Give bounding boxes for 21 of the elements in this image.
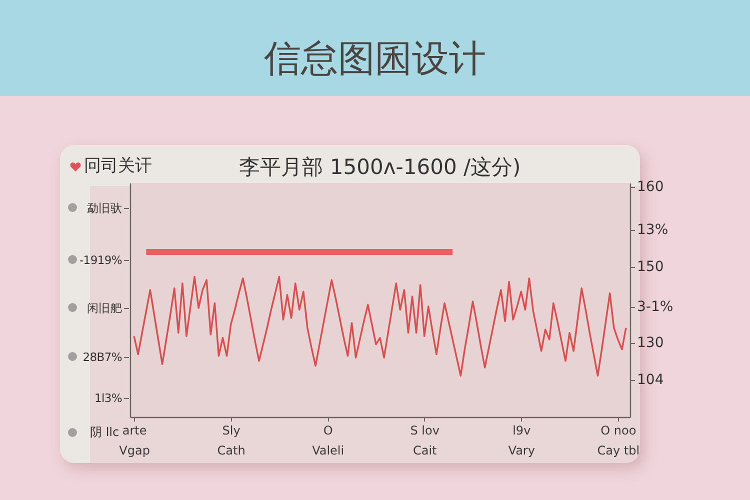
text: 3-1% bbox=[637, 298, 674, 316]
text: 13% bbox=[637, 221, 668, 239]
x-tick-label: O Valeli bbox=[312, 424, 344, 458]
text: 阴 llc bbox=[90, 424, 120, 440]
text: -1919% bbox=[79, 252, 122, 268]
x-tick-label: arte Vgap bbox=[119, 424, 150, 458]
x-tick-label: Sly Cath bbox=[217, 424, 246, 458]
text: 勐旧驮 bbox=[86, 200, 122, 216]
text: 150 bbox=[637, 258, 664, 276]
x-tick-label: O noo Cay tbl bbox=[597, 424, 640, 458]
text: 闲旧舥 bbox=[86, 300, 122, 316]
text: 1l3% bbox=[94, 390, 122, 406]
chart-title: 信怠图囷设计 bbox=[263, 36, 487, 82]
chart-subtitle: 李平月部 1500ʌ-1600 /这分) bbox=[238, 154, 522, 181]
text: 104 bbox=[637, 371, 664, 389]
x-tick-label: S lov Cait bbox=[410, 424, 440, 458]
text: 130 bbox=[637, 334, 664, 352]
text: 160 bbox=[637, 178, 664, 196]
text: 冋司关讦 bbox=[84, 155, 152, 177]
text: 28B7% bbox=[82, 349, 122, 365]
x-tick-label: l9v Vary bbox=[508, 424, 535, 458]
